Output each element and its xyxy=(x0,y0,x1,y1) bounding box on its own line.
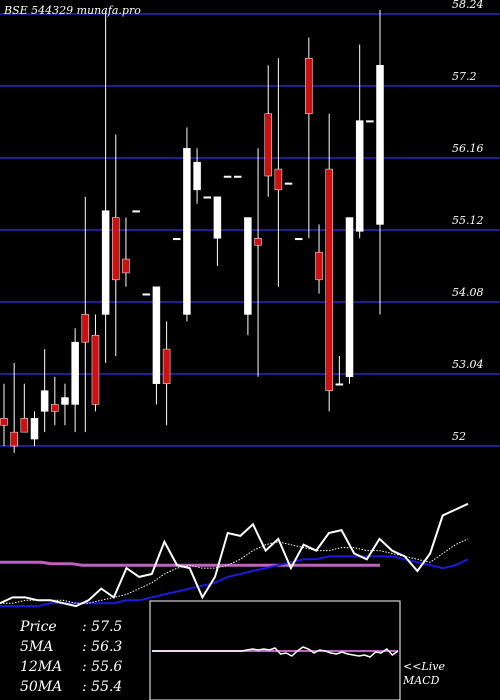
candle-body xyxy=(71,341,79,405)
ma-label-value: : 55.4 xyxy=(82,679,122,695)
candle-body xyxy=(335,383,344,386)
candle-body xyxy=(274,168,283,191)
candle-body xyxy=(376,64,384,225)
price-line xyxy=(0,502,469,608)
price-tick-label: 53.04 xyxy=(452,358,484,371)
candle-body xyxy=(40,390,49,412)
candle-body xyxy=(20,418,29,433)
candle-body xyxy=(152,286,161,384)
candle-body xyxy=(305,58,313,114)
macd-series xyxy=(152,646,399,658)
moving-average-panel xyxy=(0,502,469,608)
ma-label-value: : 57.5 xyxy=(82,619,122,635)
candle-body xyxy=(254,238,262,246)
candle-body xyxy=(264,113,272,177)
ma-label-key: 50MA xyxy=(20,679,62,695)
candle-body xyxy=(203,196,211,199)
candle-body xyxy=(213,196,222,239)
candle-body xyxy=(122,258,130,274)
candle-body xyxy=(10,431,18,447)
chart-title: BSE 544329 munafa.pro xyxy=(3,4,141,17)
ma-label-key: 12MA xyxy=(20,659,62,675)
price-tick-label: 55.12 xyxy=(452,214,484,227)
candle-body xyxy=(325,168,333,391)
macd-name-label: MACD xyxy=(402,674,440,687)
price-tick-label: 57.2 xyxy=(452,70,477,83)
macd-live-label: <<Live xyxy=(403,660,445,673)
price-axis-labels: 58.24 57.2 56.16 55.12 54.08 53.04 52 xyxy=(452,0,484,443)
macd-line xyxy=(152,646,399,658)
candle-body xyxy=(173,238,181,241)
price-tick-label: 56.16 xyxy=(452,142,484,155)
ma-label-value: : 55.6 xyxy=(82,659,122,675)
ma5-line xyxy=(0,538,469,604)
candle-body xyxy=(244,217,252,315)
candle-body xyxy=(61,397,69,405)
candle-body xyxy=(294,238,303,241)
candle-body xyxy=(0,418,8,426)
candle-body xyxy=(366,120,374,123)
price-tick-label: 58.24 xyxy=(452,0,484,11)
ma-label-value: : 56.3 xyxy=(82,639,122,655)
candle-body xyxy=(162,348,171,384)
candle-body xyxy=(233,175,242,178)
candle-body xyxy=(51,404,59,412)
candle-body xyxy=(101,210,110,315)
price-tick-label: 54.08 xyxy=(452,286,484,299)
moving-average-labels: Price : 57.5 5MA : 56.3 12MA : 55.6 50MA : 55.4 xyxy=(19,619,122,695)
candle-body xyxy=(183,148,191,315)
candle-body xyxy=(193,161,201,191)
candle-body xyxy=(112,217,120,281)
candle-body xyxy=(81,314,90,343)
candle-body xyxy=(142,293,151,296)
price-grid xyxy=(0,13,500,447)
candle-body xyxy=(132,210,140,213)
candlestick-series xyxy=(0,9,384,453)
ma-label-key: Price xyxy=(19,619,57,635)
candle-body xyxy=(315,251,323,281)
candle-body xyxy=(30,418,39,440)
candle-body xyxy=(355,120,364,232)
candle-body xyxy=(284,182,293,185)
ma-label-key: 5MA xyxy=(20,639,53,655)
candle-body xyxy=(223,175,232,178)
price-tick-label: 52 xyxy=(452,430,466,443)
candle-body xyxy=(91,334,100,405)
candle-body xyxy=(345,217,354,378)
